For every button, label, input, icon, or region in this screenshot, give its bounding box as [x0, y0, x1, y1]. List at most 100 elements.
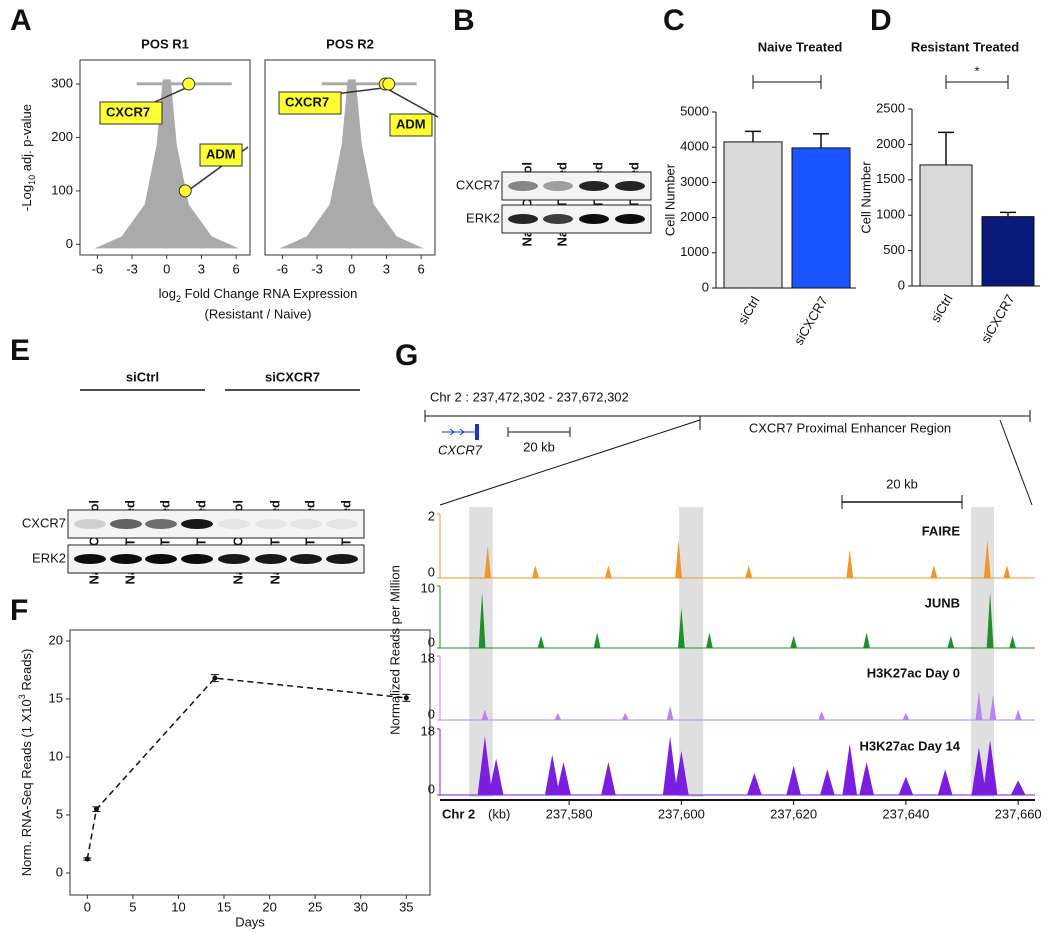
blot-band: [615, 214, 645, 224]
row-label: CXCR7: [22, 515, 66, 530]
x-tick-label: 6: [233, 261, 240, 276]
y-tick-label: 0: [56, 864, 63, 879]
x-tick-label: -3: [311, 261, 323, 276]
x-tick-label: 237,600: [658, 806, 705, 821]
blot-band: [579, 214, 609, 224]
x-tick-label: -6: [277, 261, 289, 276]
signal-peak: [621, 712, 629, 720]
point: [403, 695, 409, 701]
signal-peak: [859, 762, 874, 795]
x-tick-label: 3: [198, 261, 205, 276]
blot-band: [615, 181, 645, 191]
panel-letter: B: [453, 4, 475, 37]
bar: [791, 147, 851, 289]
signal-peak: [675, 539, 682, 578]
signal-peak: [846, 549, 854, 578]
axis-label: Chr 2: [442, 806, 475, 821]
x-tick-label: siCtrl: [928, 292, 956, 325]
axis-unit: (kb): [488, 806, 510, 821]
highlight-region: [469, 507, 493, 797]
signal-peak: [1009, 635, 1016, 648]
significance: *: [974, 63, 979, 78]
highlight-point: [382, 77, 396, 91]
blot-band: [508, 214, 538, 224]
blot-band: [74, 554, 106, 564]
zoom-line: [999, 419, 1033, 506]
blot-band: [181, 519, 213, 529]
gene-label: CXCR7: [438, 442, 483, 457]
signal-peak: [930, 565, 938, 578]
callout-box: [389, 113, 433, 137]
signal-peak: [537, 635, 545, 648]
y-tick-label: 2000: [876, 136, 905, 151]
panel-letter: E: [10, 334, 30, 367]
signal-peak: [747, 773, 762, 795]
y-tick-label: 300: [51, 75, 73, 90]
y-axis-label-part: 10: [27, 175, 37, 185]
plot-frame: [69, 629, 431, 896]
point-cloud-top: [321, 82, 417, 86]
y-tick-label: 2000: [680, 209, 709, 224]
signal-peak: [481, 709, 489, 720]
y-axis-label-part: adj. p-value: [19, 104, 34, 175]
x-tick-label: 15: [217, 899, 231, 914]
signal-peak: [786, 765, 801, 795]
plot-frame: [79, 59, 251, 256]
signal-peak: [982, 740, 998, 795]
x-tick-label: 0: [348, 261, 355, 276]
signal-peak: [1010, 780, 1026, 795]
bar: [919, 164, 973, 287]
y-tick-label: 20: [49, 632, 63, 647]
x-tick-label: 20: [262, 899, 276, 914]
callout-box: [99, 101, 163, 125]
y-tick-label: 1000: [680, 244, 709, 259]
y-tick-label: 15: [49, 690, 63, 705]
subregion-label: CXCR7 Proximal Enhancer Region: [749, 420, 951, 435]
signal-peak: [986, 592, 994, 648]
signal-peak: [975, 691, 983, 720]
signal-peak: [1003, 565, 1011, 578]
x-tick-label: 3: [383, 261, 390, 276]
highlight-point: [178, 184, 192, 198]
highlight-region: [679, 507, 704, 797]
blot-band: [110, 519, 142, 529]
blot-band: [145, 519, 177, 529]
x-axis-label-2: (Resistant / Naive): [205, 306, 312, 321]
y-tick-label: 0: [428, 634, 435, 649]
signal-peak: [983, 539, 991, 578]
signal-peak: [674, 751, 689, 795]
signal-peak: [947, 635, 955, 648]
panel-letter: D: [870, 4, 892, 37]
x-tick-label: -3: [126, 261, 138, 276]
signal-peak: [484, 546, 492, 578]
signal-peak: [989, 695, 997, 720]
y-tick-label: 1000: [876, 207, 905, 222]
blot-band: [508, 181, 538, 191]
callout-label: ADM: [396, 116, 426, 131]
signal-peak: [818, 711, 826, 720]
panel-letter: G: [395, 339, 418, 372]
callout-label: CXCR7: [285, 94, 329, 109]
y-tick-label: 2: [428, 508, 435, 523]
signal-peak: [1014, 709, 1022, 720]
blot-band: [218, 554, 250, 564]
y-tick-label: 0: [898, 277, 905, 292]
y-tick-label: 0: [66, 236, 73, 251]
signal-peak: [478, 592, 486, 648]
y-tick-label: 0: [702, 279, 709, 294]
signal-peak: [662, 736, 678, 795]
point: [84, 856, 90, 862]
signal-peak: [863, 632, 870, 648]
signal-peak: [842, 743, 858, 795]
panel-letter: F: [10, 594, 28, 627]
signal-peak: [554, 712, 562, 720]
blot-band: [290, 519, 322, 529]
signal-peak: [532, 565, 539, 578]
point-cloud: [279, 79, 424, 249]
y-tick-label: 10: [49, 748, 63, 763]
x-tick-label: 0: [163, 261, 170, 276]
signal-peak: [790, 635, 797, 648]
plot-frame: [264, 59, 436, 256]
x-tick-label: siCXCR7: [978, 292, 1018, 346]
